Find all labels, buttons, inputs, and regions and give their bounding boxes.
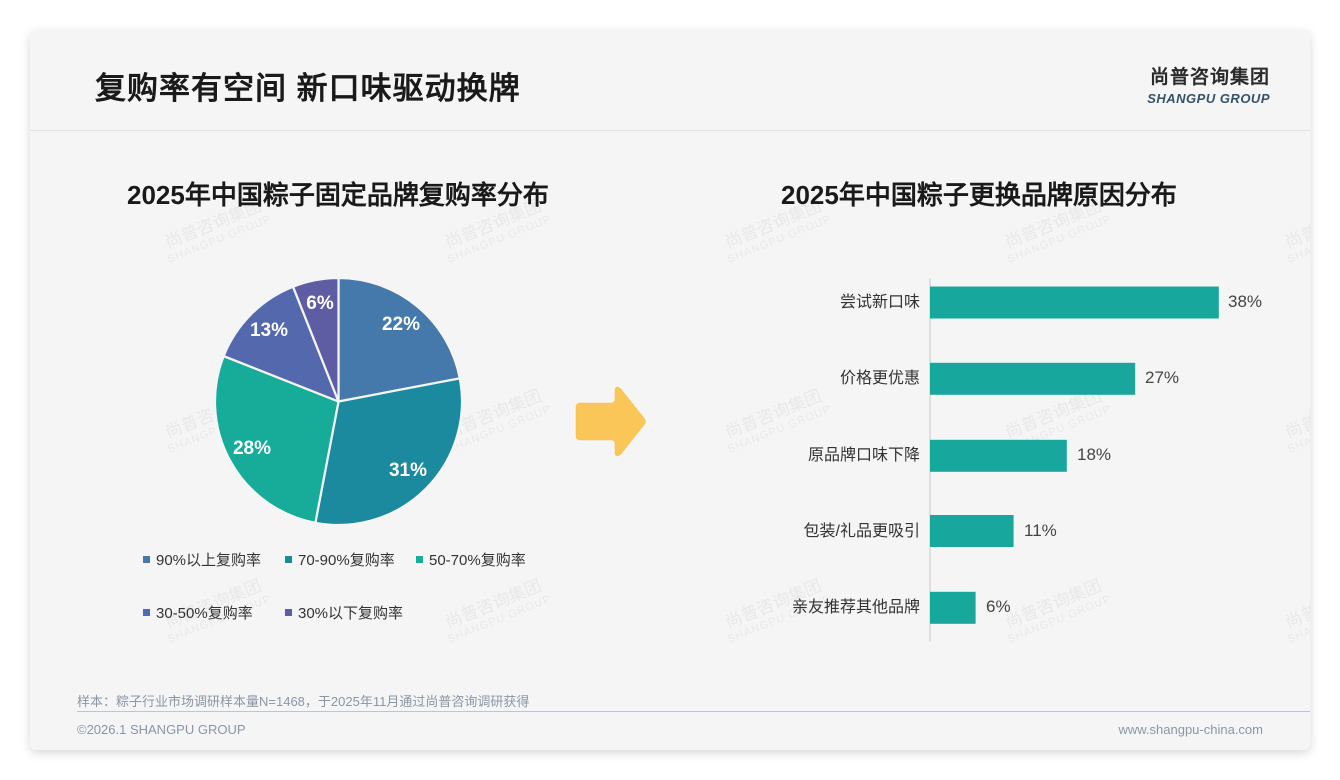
svg-text:18%: 18% bbox=[1077, 445, 1111, 464]
svg-text:原品牌口味下降: 原品牌口味下降 bbox=[808, 446, 920, 464]
svg-text:包装/礼品更吸引: 包装/礼品更吸引 bbox=[804, 522, 920, 540]
svg-text:27%: 27% bbox=[1145, 368, 1179, 387]
svg-text:价格更优惠: 价格更优惠 bbox=[840, 369, 920, 387]
svg-text:亲友推荐其他品牌: 亲友推荐其他品牌 bbox=[792, 598, 920, 616]
svg-text:尝试新口味: 尝试新口味 bbox=[840, 293, 920, 311]
svg-text:38%: 38% bbox=[1228, 292, 1262, 311]
svg-text:6%: 6% bbox=[986, 597, 1011, 616]
svg-text:11%: 11% bbox=[1024, 521, 1057, 540]
